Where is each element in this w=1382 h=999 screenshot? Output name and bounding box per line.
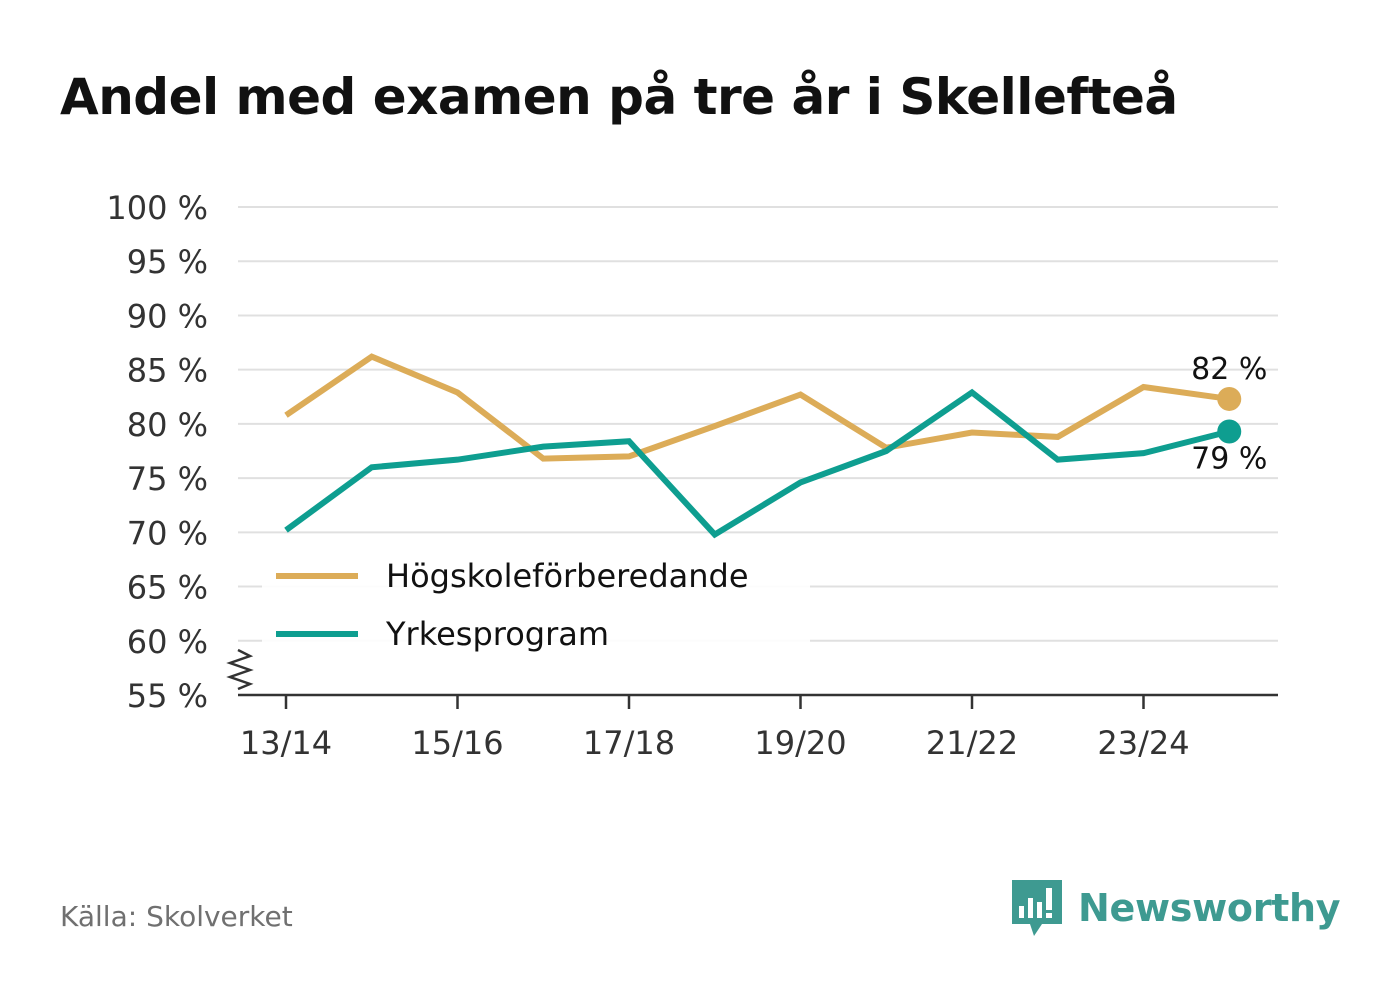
series-line-yrkesprogram	[284, 388, 1230, 539]
legend-label: Yrkesprogram	[385, 615, 609, 653]
x-tick-label: 13/14	[240, 724, 332, 762]
y-tick-label: 60 %	[127, 623, 208, 661]
y-tick-label: 65 %	[127, 569, 208, 607]
x-tick-label: 17/18	[583, 724, 675, 762]
series-line-hogskoleforberedande	[284, 353, 1230, 462]
end-label: 82 %	[1191, 352, 1267, 387]
end-label: 79 %	[1191, 441, 1267, 476]
y-tick-label: 70 %	[127, 514, 208, 552]
x-axis: 13/14 15/16 17/18 19/20 21/22 23/24	[238, 693, 1278, 762]
y-tick-label: 100 %	[106, 189, 208, 227]
newsworthy-logo-icon	[1012, 880, 1062, 936]
legend-background	[262, 545, 810, 645]
y-tick-label: 90 %	[127, 297, 208, 335]
x-tick-label: 23/24	[1097, 724, 1189, 762]
chart-title: Andel med examen på tre år i Skellefteå	[60, 68, 1178, 126]
y-tick-label: 75 %	[127, 460, 208, 498]
x-tick-label: 15/16	[411, 724, 503, 762]
brand-logo[interactable]: Newsworthy	[1010, 878, 1341, 938]
y-tick-label: 95 %	[127, 243, 208, 281]
x-tick-label: 19/20	[754, 724, 846, 762]
y-tick-label: 55 %	[127, 677, 208, 715]
x-tick-label: 21/22	[926, 724, 1018, 762]
brand-name: Newsworthy	[1078, 886, 1341, 930]
y-tick-label: 85 %	[127, 352, 208, 390]
source-note: Källa: Skolverket	[60, 900, 293, 933]
end-labels: 82 % 79 %	[1191, 352, 1267, 477]
series-lines	[284, 353, 1242, 539]
legend: Högskoleförberedande Yrkesprogram	[262, 545, 810, 653]
series-end-marker	[1217, 386, 1242, 411]
axis-break-icon	[226, 648, 254, 691]
legend-label: Högskoleförberedande	[386, 557, 749, 595]
series-end-marker	[1217, 419, 1242, 444]
y-axis-ticks: 100 % 95 % 90 % 85 % 80 % 75 % 70 % 65 % 60 % 55 …	[106, 189, 254, 715]
y-tick-label: 80 %	[127, 406, 208, 444]
